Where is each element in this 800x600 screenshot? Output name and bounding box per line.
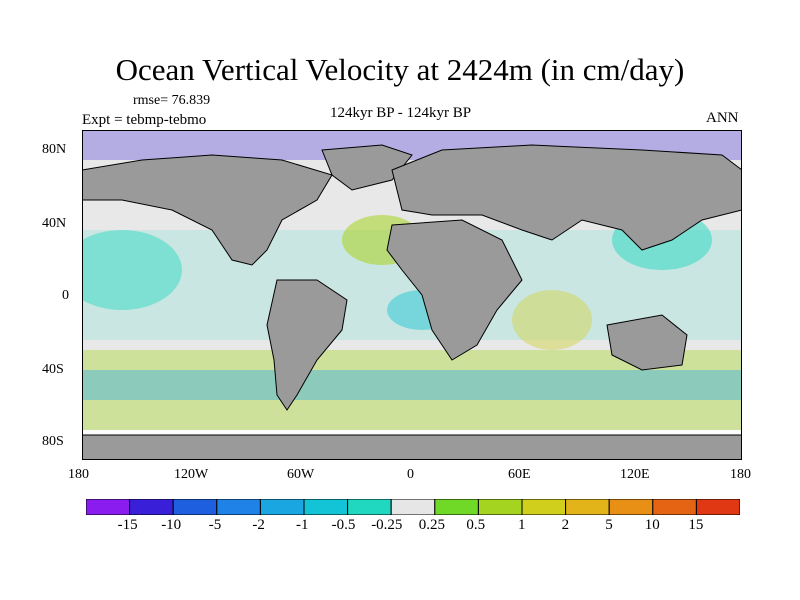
colorbar-swatch <box>695 499 740 515</box>
y-tick-label: 0 <box>62 288 69 303</box>
colorbar-label: 10 <box>644 517 660 533</box>
colorbar-swatch <box>521 499 567 515</box>
y-tick-label: 80S <box>42 434 64 449</box>
africa <box>386 219 523 361</box>
rmse-label: rmse= 76.839 <box>133 93 211 108</box>
experiment-label: Expt = tebmp-tebmo <box>82 112 207 128</box>
colorbar-label: -5 <box>208 517 222 533</box>
colorbar-swatch <box>608 499 654 515</box>
colorbar-swatch <box>259 499 305 515</box>
colorbar-swatch <box>303 499 349 515</box>
colorbar-swatch <box>86 499 131 515</box>
season-label: ANN <box>706 110 739 126</box>
colorbar-label: 0.25 <box>418 517 446 533</box>
colorbar-label: 15 <box>688 517 704 533</box>
colorbar-swatch <box>347 499 392 515</box>
y-tick-label: 40N <box>42 216 67 231</box>
south-america <box>266 279 348 411</box>
colorbar-swatch <box>434 499 479 515</box>
map-title: Ocean Vertical Velocity at 2424m (in cm/… <box>115 52 685 87</box>
colorbar-label: 5 <box>605 517 613 533</box>
x-tick-label: 0 <box>407 467 414 482</box>
colorbar-label: -0.5 <box>331 517 356 533</box>
x-tick-label: 180 <box>730 467 751 482</box>
map-frame <box>82 130 742 460</box>
period-label: 124kyr BP - 124kyr BP <box>330 105 472 121</box>
antarctica <box>82 434 742 460</box>
colorbar-label: -1 <box>296 517 309 533</box>
colorbar-label: -15 <box>117 517 138 533</box>
colorbar-label: -0.25 <box>371 517 403 533</box>
colorbar-swatch <box>172 499 218 515</box>
colorbar <box>86 499 740 515</box>
x-tick-label: 60W <box>287 467 315 482</box>
colorbar-label: -2 <box>252 517 265 533</box>
colorbar-label: -10 <box>161 517 182 533</box>
y-tick-label: 80N <box>42 142 67 157</box>
eurasia <box>391 144 742 251</box>
y-tick-label: 40S <box>42 362 64 377</box>
colorbar-label: 1 <box>518 517 526 533</box>
colorbar-swatch <box>652 499 697 515</box>
colorbar-swatch <box>565 499 610 515</box>
x-tick-label: 60E <box>508 467 531 482</box>
x-tick-label: 120E <box>620 467 650 482</box>
australia <box>606 314 688 371</box>
colorbar-swatch <box>390 499 436 515</box>
colorbar-swatch <box>216 499 261 515</box>
colorbar-swatch <box>477 499 523 515</box>
colorbar-label: 2 <box>561 517 570 533</box>
x-tick-label: 180 <box>68 467 89 482</box>
colorbar-swatch <box>129 499 174 515</box>
colorbar-label: 0.5 <box>466 517 486 533</box>
land-masses <box>82 144 742 460</box>
greenland <box>321 144 413 191</box>
x-tick-label: 120W <box>174 467 209 482</box>
north-america <box>82 154 333 266</box>
ocean-velocity-map <box>82 130 742 460</box>
